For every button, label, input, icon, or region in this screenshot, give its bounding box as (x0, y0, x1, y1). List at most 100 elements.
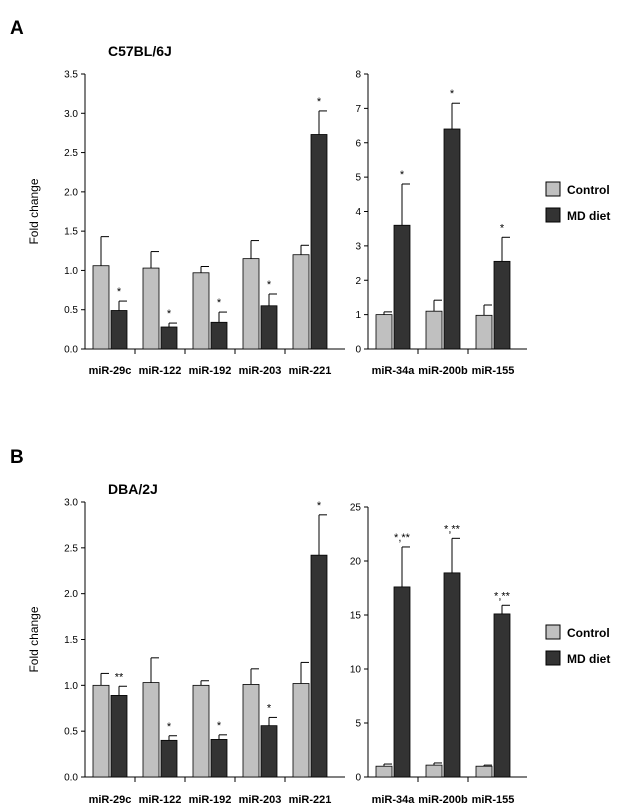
chart-a-right: 0 1 2 3 4 5 6 7 8 miR-34a miR-200b miR-155 * * * (355, 70, 527, 377)
y-tick-label: 4 (355, 207, 361, 218)
bar-control (142, 267, 160, 350)
significance-marker: * (500, 222, 505, 234)
category-label: miR-34a (372, 794, 416, 806)
y-tick-label: 0.5 (64, 727, 78, 738)
y-tick-label: 5 (355, 719, 361, 730)
category-label: miR-200b (418, 794, 468, 806)
bar-md-diet (210, 739, 228, 778)
significance-marker: * (317, 96, 322, 108)
category-label: miR-192 (189, 365, 232, 377)
bar-control (242, 684, 260, 778)
category-label: miR-192 (189, 794, 232, 806)
bar-md-diet (493, 260, 511, 350)
y-tick-label: 2.0 (64, 589, 78, 600)
bar-md-diet (310, 134, 328, 350)
significance-marker: * (400, 169, 405, 181)
y-tick-label: 5 (355, 173, 361, 184)
category-label: miR-34a (372, 365, 416, 377)
y-tick-label: 15 (350, 611, 362, 622)
significance-marker: *,** (444, 523, 461, 535)
legend-b: Control MD diet (545, 624, 610, 666)
bar-md-diet (493, 613, 511, 778)
significance-marker: *,** (494, 590, 511, 602)
significance-marker: * (217, 720, 222, 732)
significance-marker: * (267, 702, 272, 714)
category-label: miR-221 (289, 365, 332, 377)
bar-md-diet (260, 725, 278, 778)
legend-b-md-swatch (545, 650, 561, 666)
legend-b-control-swatch (545, 624, 561, 640)
y-tick-label: 2.0 (64, 187, 78, 198)
y-tick-label: 7 (355, 104, 361, 115)
panel-b-title: DBA/2J (108, 481, 158, 497)
significance-marker: * (317, 500, 322, 512)
significance-marker: * (117, 286, 122, 298)
y-axis-label: Fold change (27, 178, 41, 244)
category-label: miR-203 (239, 365, 282, 377)
legend-a: Control MD diet (545, 181, 610, 223)
bar-control (375, 314, 393, 350)
y-tick-label: 0.0 (64, 345, 78, 356)
category-label: miR-200b (418, 365, 468, 377)
bar-md-diet (443, 128, 461, 350)
significance-marker: * (167, 721, 172, 733)
y-tick-label: 20 (350, 557, 362, 568)
bar-control (192, 684, 210, 778)
y-tick-label: 3.0 (64, 498, 78, 509)
y-tick-label: 10 (350, 665, 362, 676)
bar-control (242, 258, 260, 350)
category-label: miR-155 (472, 794, 515, 806)
legend-a-control-label: Control (567, 183, 610, 197)
significance-marker: *,** (394, 532, 411, 544)
bar-md-diet (210, 321, 228, 350)
bar-control (142, 682, 160, 778)
category-label: miR-122 (139, 794, 182, 806)
panel-letter-a: A (10, 18, 24, 39)
y-tick-label: 3 (355, 241, 361, 252)
legend-b-md-label: MD diet (567, 652, 610, 666)
significance-marker: * (217, 297, 222, 309)
chart-b-right: 0 5 10 15 20 25 miR-34a miR-200b miR-155 *,** *,**… (350, 503, 527, 806)
y-tick-label: 6 (355, 138, 361, 149)
y-tick-label: 2 (355, 276, 361, 287)
y-tick-label: 0.0 (64, 773, 78, 784)
bar-md-diet (260, 305, 278, 350)
y-tick-label: 0.5 (64, 305, 78, 316)
bar-md-diet (160, 739, 178, 778)
y-tick-label: 0 (355, 773, 361, 784)
bar-control (425, 764, 443, 778)
chart-b-left: 0.0 0.5 1.0 1.5 2.0 2.5 3.0 Fold change miR-29c m… (27, 498, 345, 806)
bar-control (92, 265, 110, 350)
category-label: miR-29c (89, 365, 132, 377)
category-label: miR-203 (239, 794, 282, 806)
bar-control (475, 765, 493, 778)
bar-md-diet (110, 310, 128, 350)
bar-control (475, 314, 493, 350)
y-tick-label: 1.5 (64, 227, 78, 238)
y-tick-label: 3.5 (64, 70, 78, 81)
category-label: miR-155 (472, 365, 515, 377)
significance-marker: * (267, 279, 272, 291)
bar-md-diet (110, 695, 128, 778)
y-tick-label: 1.0 (64, 266, 78, 277)
bar-md-diet (393, 224, 411, 350)
y-tick-label: 25 (350, 503, 362, 514)
category-label: miR-122 (139, 365, 182, 377)
bar-control (375, 765, 393, 778)
y-tick-label: 2.5 (64, 148, 78, 159)
significance-marker: * (167, 308, 172, 320)
bar-control (425, 310, 443, 350)
bar-md-diet (443, 572, 461, 778)
y-tick-label: 3.0 (64, 109, 78, 120)
bar-control (292, 254, 310, 350)
legend-a-md-swatch (545, 207, 561, 223)
category-label: miR-221 (289, 794, 332, 806)
significance-marker: * (450, 88, 455, 100)
y-tick-label: 8 (355, 70, 361, 81)
bar-md-diet (310, 554, 328, 778)
y-tick-label: 1.5 (64, 635, 78, 646)
bar-control (92, 684, 110, 778)
y-tick-label: 0 (355, 345, 361, 356)
bar-control (292, 683, 310, 778)
